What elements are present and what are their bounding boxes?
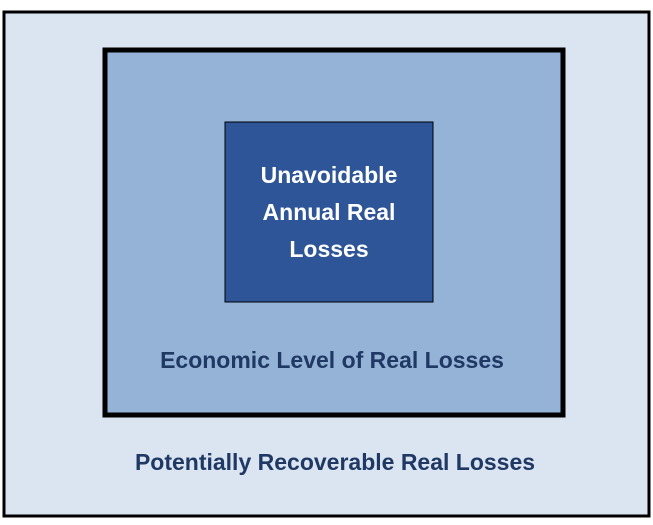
inner-box: [224, 121, 434, 303]
outer-label: Potentially Recoverable Real Losses: [135, 449, 535, 475]
inner-label: Losses: [289, 236, 368, 262]
inner-label: Unavoidable: [261, 162, 398, 188]
middle-label: Economic Level of Real Losses: [160, 347, 504, 373]
inner-label: Annual Real: [263, 199, 396, 225]
